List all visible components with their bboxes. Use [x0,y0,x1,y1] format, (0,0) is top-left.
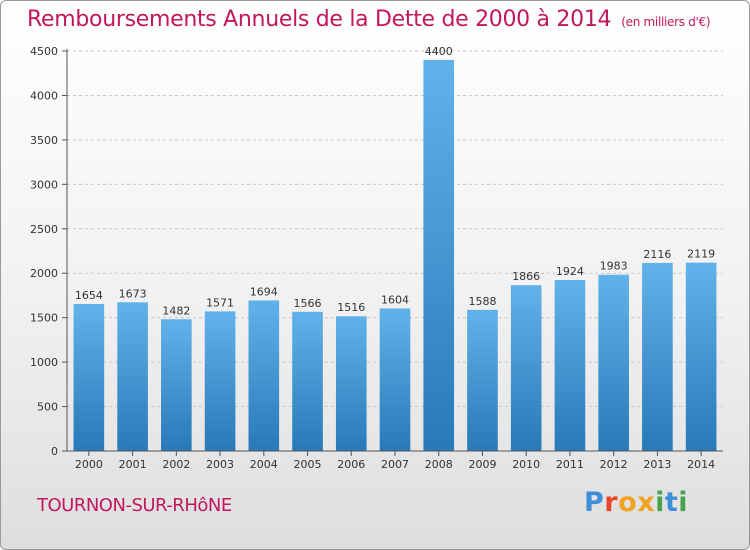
x-axis-ticks: 2000 2001 2002 2003 2004 2005 2006 2007 2008 2009… [75,451,715,471]
commune-name: TOURNON-SUR-RHôNE [37,495,232,516]
bar-value-label: 4400 [425,45,453,58]
y-axis-ticks: 0 500 1000 1500 2000 2500 3000 3500 4000 4500 [30,45,67,458]
logo-letter: t [664,487,679,518]
y-tick-label: 3000 [30,178,58,191]
x-tick-label: 2002 [162,458,190,471]
y-tick-label: 1000 [30,356,58,369]
chart-title: Remboursements Annuels de la Dette de 20… [27,7,711,32]
bar [467,309,498,451]
bar [248,300,280,451]
logo-letter: o [618,487,638,518]
bar [598,274,629,451]
bar [117,302,148,451]
x-tick-label: 2011 [556,458,584,471]
logo-letter: r [604,487,619,518]
y-tick-label: 4000 [30,89,58,102]
bar-value-label: 1571 [206,296,234,309]
bar [685,262,717,451]
bar-value-label: 1604 [381,293,409,306]
x-tick-label: 2012 [600,458,628,471]
x-tick-label: 2006 [337,458,365,471]
bar-value-label: 1588 [468,295,496,308]
bar [335,316,367,451]
logo-letter: i [655,487,665,518]
bar [292,311,323,451]
bar-value-label: 1673 [119,287,147,300]
bar-value-label: 1482 [162,304,190,317]
bar [423,59,455,452]
x-tick-label: 2001 [119,458,147,471]
x-tick-label: 2010 [512,458,540,471]
logo-letter: i [678,487,689,518]
x-tick-label: 2007 [381,458,409,471]
y-tick-label: 4500 [30,45,58,58]
bar-value-label: 1694 [250,285,278,298]
proxiti-logo: Proxiti [584,487,688,518]
bar-value-label: 1516 [337,301,365,314]
chart-subtitle: (en milliers d'€) [621,15,711,29]
logo-letter: P [584,487,605,518]
y-tick-label: 500 [37,401,58,414]
x-tick-label: 2008 [425,458,453,471]
y-tick-label: 2500 [30,223,58,236]
bar-value-label: 1866 [512,270,540,283]
bar [642,262,673,451]
y-tick-label: 3500 [30,134,58,147]
y-tick-label: 2000 [30,267,58,280]
title-text: Remboursements Annuels de la Dette de 20… [27,7,612,32]
bar-value-label: 1983 [600,260,628,273]
bar [510,285,542,451]
bar [73,303,105,451]
bar-value-label: 1654 [75,289,103,302]
bars [73,59,717,452]
bar-value-label: 1566 [294,297,322,310]
x-tick-label: 2004 [250,458,278,471]
bar [379,308,411,451]
x-tick-label: 2005 [294,458,322,471]
bar [554,279,586,451]
data-labels: 1654 1673 1482 1571 1694 1566 1516 1604 4400 1588… [75,45,715,317]
bar-value-label: 2119 [687,248,715,261]
x-tick-label: 2000 [75,458,103,471]
x-tick-label: 2003 [206,458,234,471]
axes [66,49,723,452]
bar [204,311,236,451]
logo-letter: x [637,487,656,518]
y-tick-label: 0 [51,445,58,458]
bar [161,319,192,451]
y-tick-label: 1500 [30,312,58,325]
x-tick-label: 2014 [687,458,715,471]
bar-value-label: 2116 [643,248,671,261]
x-tick-label: 2009 [468,458,496,471]
x-tick-label: 2013 [643,458,671,471]
bar-value-label: 1924 [556,265,584,278]
